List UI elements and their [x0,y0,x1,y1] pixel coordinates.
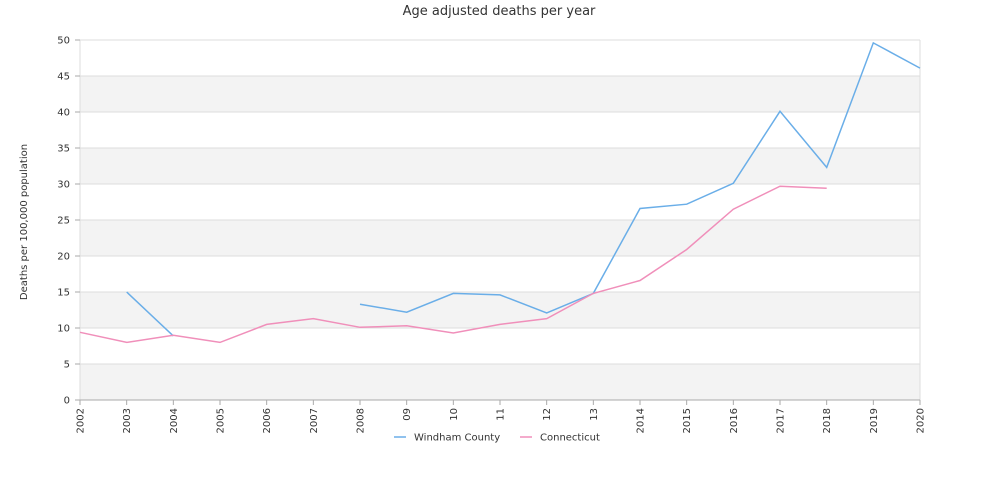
chart-title: Age adjusted deaths per year [403,4,596,19]
grid-band [80,328,920,364]
y-tick-label: 25 [57,216,70,227]
grid-band [80,220,920,256]
x-tick-label: 2004 [169,408,180,433]
series-line-0 [359,41,921,314]
series-line-1 [79,185,827,344]
x-tick-label: 2002 [76,408,87,433]
x-axis-ticks: 2002 2003 2004 2005 2006 2007 2008 09 10 11 12 13 20… [76,400,927,433]
x-tick-label: 2005 [216,408,227,433]
series-line-0 [126,291,174,337]
y-axis-label: Deaths per 100,000 population [19,144,30,300]
x-tick-label: 10 [449,408,460,421]
legend-label: Connecticut [540,433,600,444]
series-lines [79,41,921,344]
x-tick-label: 2018 [822,408,833,433]
y-tick-label: 50 [57,36,70,47]
y-tick-label: 10 [57,324,70,335]
legend-label: Windham County [414,433,500,444]
x-tick-label: 2008 [356,408,367,433]
grid-band [80,76,920,112]
y-tick-label: 40 [57,108,70,119]
legend: Windham County Connecticut [394,433,600,444]
x-tick-label: 12 [542,408,553,421]
x-tick-label: 13 [589,408,600,421]
y-tick-label: 35 [57,144,70,155]
grid-bands [80,40,920,400]
y-tick-label: 45 [57,72,70,83]
x-tick-label: 11 [496,408,507,421]
x-tick-label: 2014 [636,408,647,433]
grid-band [80,112,920,148]
x-tick-label: 2003 [122,408,133,433]
y-tick-label: 15 [57,288,70,299]
grid-band [80,148,920,184]
y-tick-label: 0 [64,396,70,407]
grid-band [80,256,920,292]
grid-band [80,292,920,328]
x-tick-label: 2015 [682,408,693,433]
y-tick-label: 5 [64,360,70,371]
x-tick-label: 2020 [916,408,927,433]
x-tick-label: 2016 [729,408,740,433]
grid-band [80,364,920,400]
x-tick-label: 2017 [776,408,787,433]
y-tick-label: 20 [57,252,70,263]
x-tick-label: 09 [402,408,413,421]
x-tick-label: 2019 [869,408,880,433]
y-tick-label: 30 [57,180,70,191]
grid-band [80,184,920,220]
y-axis-ticks: 0 5 10 15 20 25 30 35 40 45 50 [57,36,80,407]
x-tick-label: 2006 [262,408,273,433]
grid-band [80,40,920,76]
x-tick-label: 2007 [309,408,320,433]
